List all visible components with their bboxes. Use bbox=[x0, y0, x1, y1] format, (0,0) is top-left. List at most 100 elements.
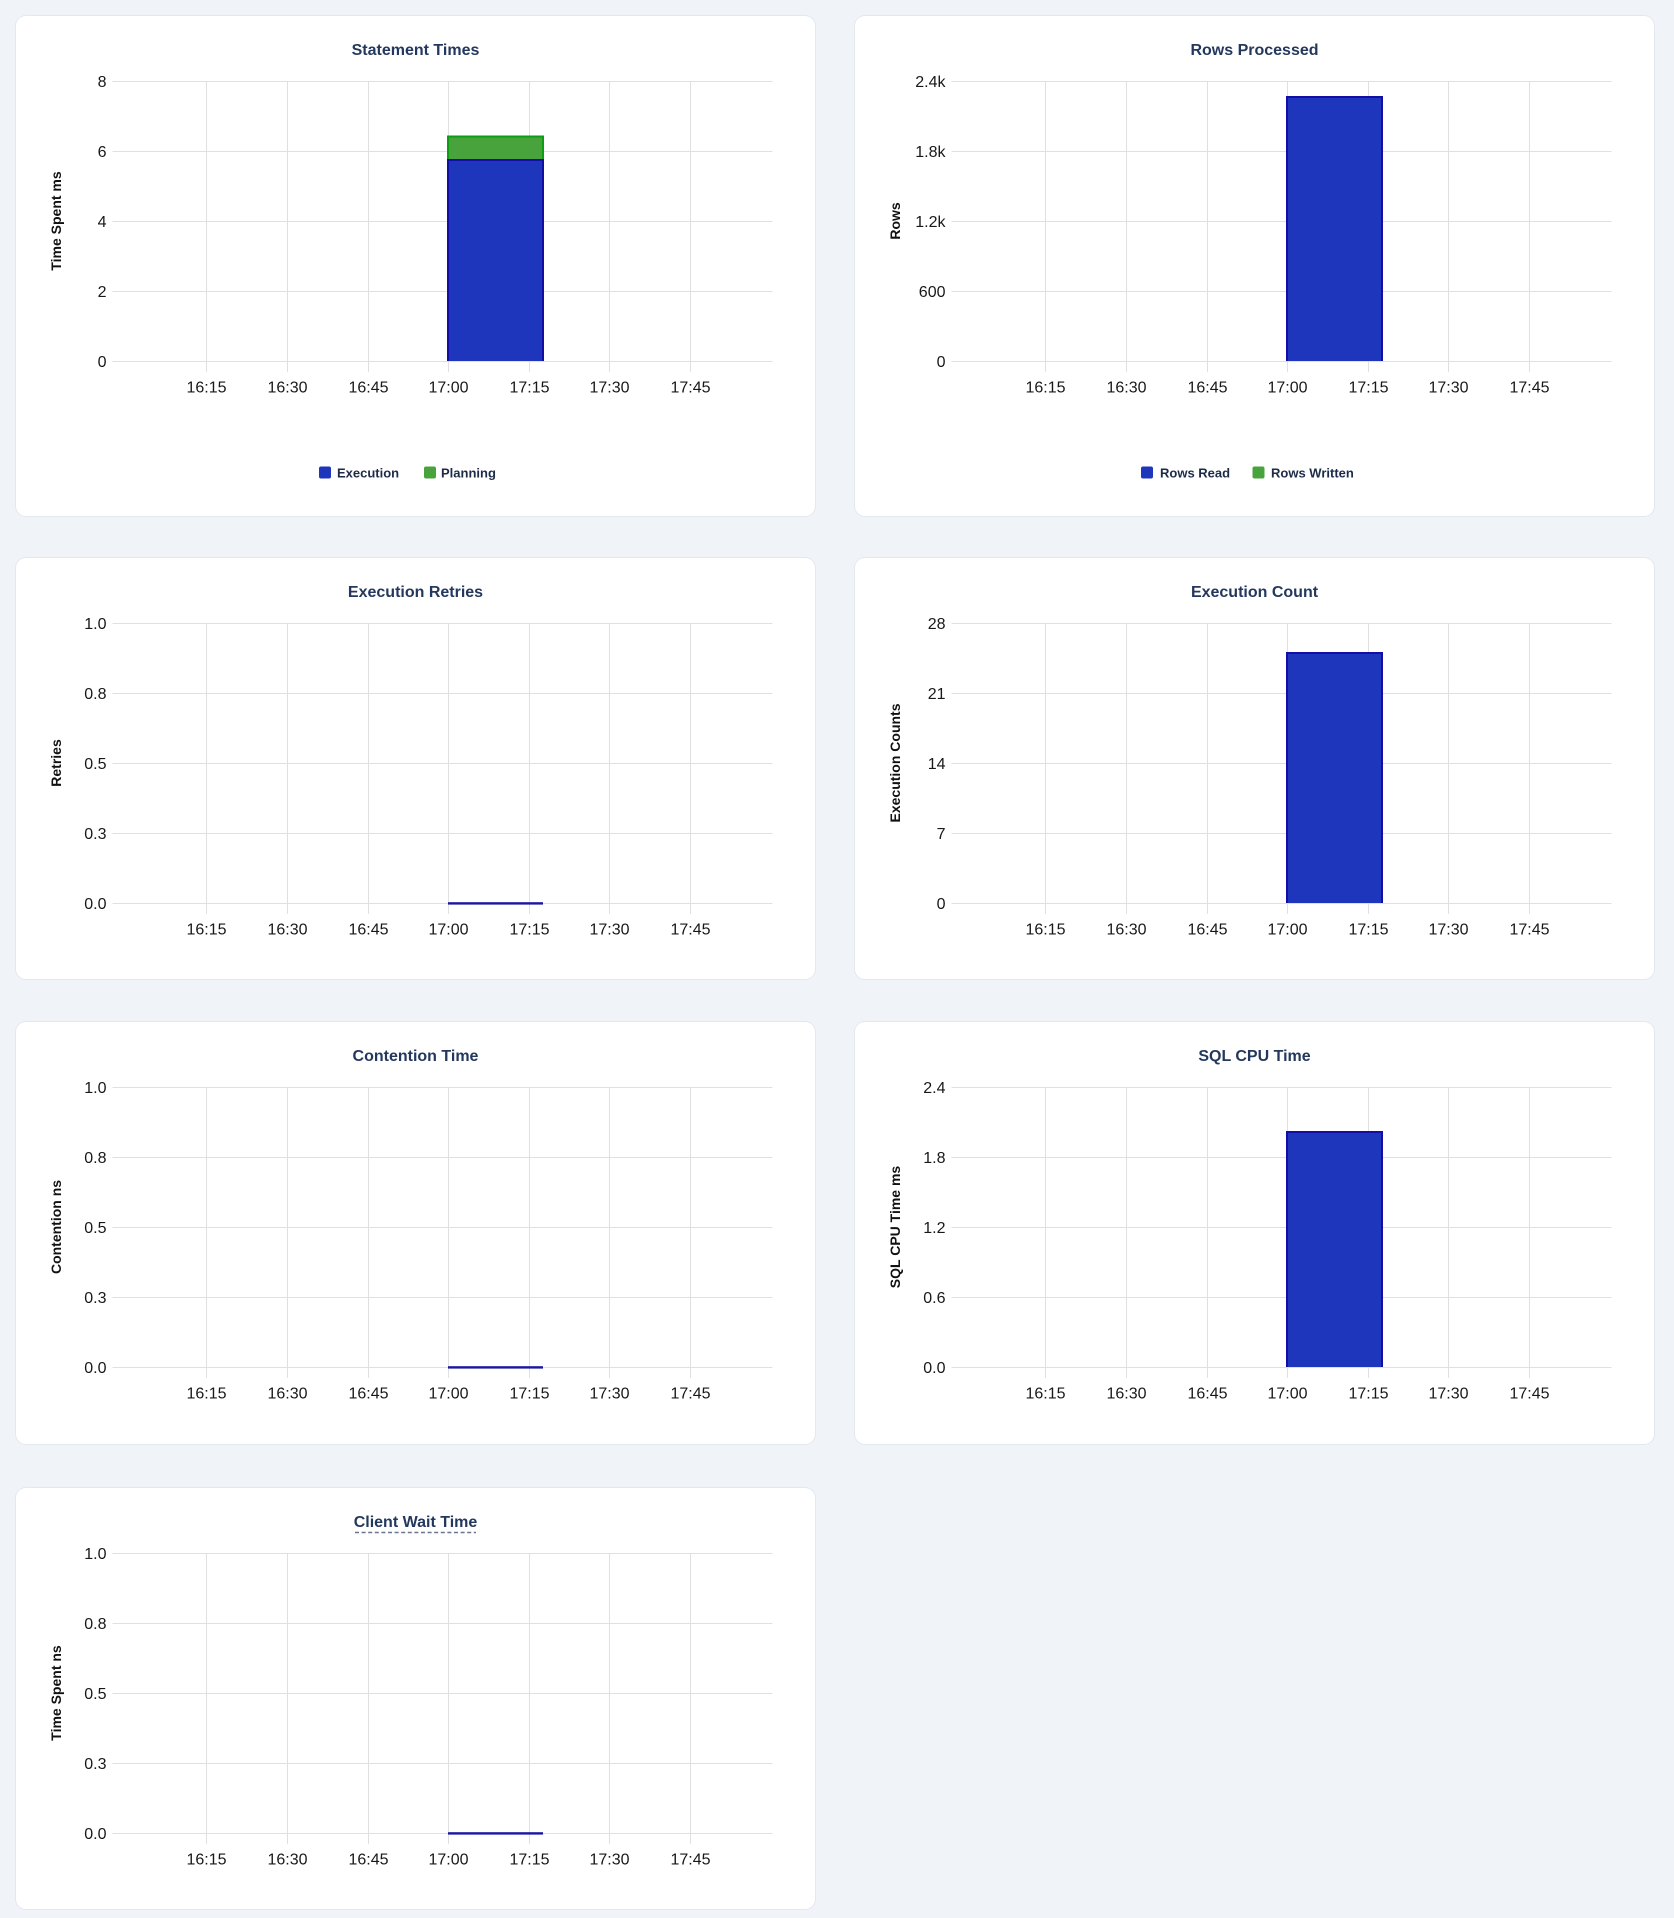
svg-text:16:15: 16:15 bbox=[1025, 1386, 1065, 1403]
svg-text:0.5: 0.5 bbox=[84, 756, 106, 773]
svg-text:17:30: 17:30 bbox=[1428, 1386, 1468, 1403]
svg-text:17:30: 17:30 bbox=[589, 380, 629, 397]
svg-text:Contention Time: Contention Time bbox=[353, 1048, 479, 1065]
svg-text:Rows Written: Rows Written bbox=[1271, 466, 1354, 481]
svg-text:Time Spent ns: Time Spent ns bbox=[48, 1645, 64, 1741]
svg-text:17:30: 17:30 bbox=[1428, 922, 1468, 939]
svg-text:17:30: 17:30 bbox=[589, 1386, 629, 1403]
svg-text:16:45: 16:45 bbox=[1187, 922, 1227, 939]
svg-text:17:00: 17:00 bbox=[1267, 1386, 1307, 1403]
svg-text:0.6: 0.6 bbox=[923, 1290, 945, 1307]
svg-text:Contention ns: Contention ns bbox=[48, 1180, 64, 1274]
svg-text:16:30: 16:30 bbox=[267, 1386, 307, 1403]
svg-text:16:15: 16:15 bbox=[186, 380, 226, 397]
svg-text:17:45: 17:45 bbox=[670, 380, 710, 397]
svg-text:Execution Counts: Execution Counts bbox=[887, 703, 903, 822]
svg-text:17:00: 17:00 bbox=[428, 922, 468, 939]
svg-text:2.4: 2.4 bbox=[923, 1080, 945, 1097]
svg-text:17:00: 17:00 bbox=[1267, 922, 1307, 939]
svg-text:14: 14 bbox=[928, 756, 946, 773]
svg-text:16:45: 16:45 bbox=[348, 922, 388, 939]
svg-text:2: 2 bbox=[98, 284, 107, 301]
svg-text:0.8: 0.8 bbox=[84, 1616, 106, 1633]
svg-text:0.8: 0.8 bbox=[84, 686, 106, 703]
svg-text:17:00: 17:00 bbox=[428, 1386, 468, 1403]
svg-text:16:30: 16:30 bbox=[267, 922, 307, 939]
svg-text:Rows Read: Rows Read bbox=[1160, 466, 1230, 481]
svg-text:1.8: 1.8 bbox=[923, 1150, 945, 1167]
svg-text:600: 600 bbox=[919, 284, 946, 301]
svg-text:17:15: 17:15 bbox=[1348, 1386, 1388, 1403]
svg-text:16:30: 16:30 bbox=[267, 380, 307, 397]
svg-text:0: 0 bbox=[937, 354, 946, 371]
svg-text:Statement Times: Statement Times bbox=[352, 42, 480, 59]
svg-text:2.4k: 2.4k bbox=[915, 74, 946, 91]
svg-text:17:15: 17:15 bbox=[509, 380, 549, 397]
svg-text:17:15: 17:15 bbox=[509, 1386, 549, 1403]
svg-text:17:00: 17:00 bbox=[428, 380, 468, 397]
svg-text:16:45: 16:45 bbox=[1187, 380, 1227, 397]
svg-text:17:15: 17:15 bbox=[1348, 922, 1388, 939]
svg-text:17:00: 17:00 bbox=[1267, 380, 1307, 397]
svg-text:17:15: 17:15 bbox=[509, 1852, 549, 1869]
svg-text:0: 0 bbox=[937, 896, 946, 913]
svg-text:17:45: 17:45 bbox=[1509, 1386, 1549, 1403]
svg-text:17:45: 17:45 bbox=[670, 1386, 710, 1403]
svg-text:Execution Count: Execution Count bbox=[1191, 584, 1319, 601]
svg-text:SQL CPU Time ms: SQL CPU Time ms bbox=[887, 1166, 903, 1289]
svg-text:16:45: 16:45 bbox=[348, 1852, 388, 1869]
svg-text:17:45: 17:45 bbox=[670, 1852, 710, 1869]
svg-text:1.2k: 1.2k bbox=[915, 214, 946, 231]
svg-text:Rows Processed: Rows Processed bbox=[1190, 42, 1318, 59]
svg-text:Client Wait Time: Client Wait Time bbox=[354, 1514, 478, 1531]
svg-text:Retries: Retries bbox=[48, 739, 64, 787]
svg-text:21: 21 bbox=[928, 686, 946, 703]
svg-text:17:45: 17:45 bbox=[670, 922, 710, 939]
svg-text:16:45: 16:45 bbox=[348, 380, 388, 397]
svg-text:17:30: 17:30 bbox=[589, 922, 629, 939]
svg-text:16:45: 16:45 bbox=[348, 1386, 388, 1403]
svg-text:0.3: 0.3 bbox=[84, 826, 106, 843]
svg-text:7: 7 bbox=[937, 826, 946, 843]
svg-text:1.2: 1.2 bbox=[923, 1220, 945, 1237]
svg-text:Execution Retries: Execution Retries bbox=[348, 584, 483, 601]
svg-text:17:30: 17:30 bbox=[1428, 380, 1468, 397]
svg-text:0.8: 0.8 bbox=[84, 1150, 106, 1167]
svg-text:28: 28 bbox=[928, 616, 946, 633]
svg-text:16:15: 16:15 bbox=[186, 922, 226, 939]
svg-text:17:15: 17:15 bbox=[509, 922, 549, 939]
svg-text:17:45: 17:45 bbox=[1509, 922, 1549, 939]
svg-text:1.8k: 1.8k bbox=[915, 144, 946, 161]
svg-text:Planning: Planning bbox=[441, 466, 496, 481]
svg-text:0.3: 0.3 bbox=[84, 1756, 106, 1773]
svg-text:0.0: 0.0 bbox=[84, 1360, 106, 1377]
svg-text:0.3: 0.3 bbox=[84, 1290, 106, 1307]
svg-text:16:15: 16:15 bbox=[1025, 922, 1065, 939]
svg-text:0.5: 0.5 bbox=[84, 1686, 106, 1703]
svg-text:17:45: 17:45 bbox=[1509, 380, 1549, 397]
svg-text:0.5: 0.5 bbox=[84, 1220, 106, 1237]
svg-text:1.0: 1.0 bbox=[84, 616, 106, 633]
svg-text:17:30: 17:30 bbox=[589, 1852, 629, 1869]
svg-text:6: 6 bbox=[98, 144, 107, 161]
svg-text:16:30: 16:30 bbox=[1106, 1386, 1146, 1403]
svg-text:16:30: 16:30 bbox=[1106, 922, 1146, 939]
svg-text:0: 0 bbox=[98, 354, 107, 371]
svg-text:Execution: Execution bbox=[337, 466, 399, 481]
svg-text:0.0: 0.0 bbox=[84, 1826, 106, 1843]
svg-text:8: 8 bbox=[98, 74, 107, 91]
svg-text:16:15: 16:15 bbox=[1025, 380, 1065, 397]
svg-text:4: 4 bbox=[98, 214, 107, 231]
svg-text:16:15: 16:15 bbox=[186, 1852, 226, 1869]
svg-text:17:00: 17:00 bbox=[428, 1852, 468, 1869]
svg-text:1.0: 1.0 bbox=[84, 1546, 106, 1563]
svg-text:16:30: 16:30 bbox=[1106, 380, 1146, 397]
svg-text:Rows: Rows bbox=[887, 202, 903, 240]
svg-text:Time Spent ms: Time Spent ms bbox=[48, 171, 64, 271]
svg-text:16:45: 16:45 bbox=[1187, 1386, 1227, 1403]
svg-text:16:15: 16:15 bbox=[186, 1386, 226, 1403]
svg-text:SQL CPU Time: SQL CPU Time bbox=[1198, 1048, 1310, 1065]
svg-text:0.0: 0.0 bbox=[923, 1360, 945, 1377]
svg-text:0.0: 0.0 bbox=[84, 896, 106, 913]
svg-text:16:30: 16:30 bbox=[267, 1852, 307, 1869]
